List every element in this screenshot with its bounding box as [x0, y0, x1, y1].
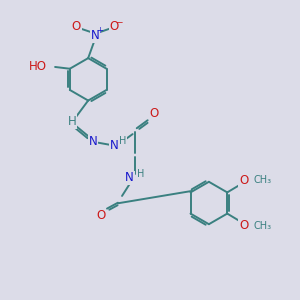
Text: N: N — [110, 139, 119, 152]
Text: O: O — [239, 220, 248, 232]
Text: O: O — [110, 20, 119, 33]
Text: O: O — [149, 107, 159, 120]
Text: H: H — [136, 169, 144, 179]
Text: HO: HO — [29, 60, 47, 73]
Text: O: O — [96, 208, 105, 222]
Text: H: H — [111, 140, 118, 150]
Text: −: − — [115, 17, 122, 26]
Text: CH₃: CH₃ — [254, 175, 272, 185]
Text: N: N — [91, 29, 100, 42]
Text: N: N — [89, 135, 98, 148]
Text: H: H — [119, 136, 126, 146]
Text: O: O — [71, 20, 81, 33]
Text: O: O — [239, 173, 248, 187]
Text: H: H — [68, 115, 76, 128]
Text: CH₃: CH₃ — [254, 221, 272, 231]
Text: N: N — [125, 172, 134, 184]
Text: +: + — [97, 26, 104, 35]
